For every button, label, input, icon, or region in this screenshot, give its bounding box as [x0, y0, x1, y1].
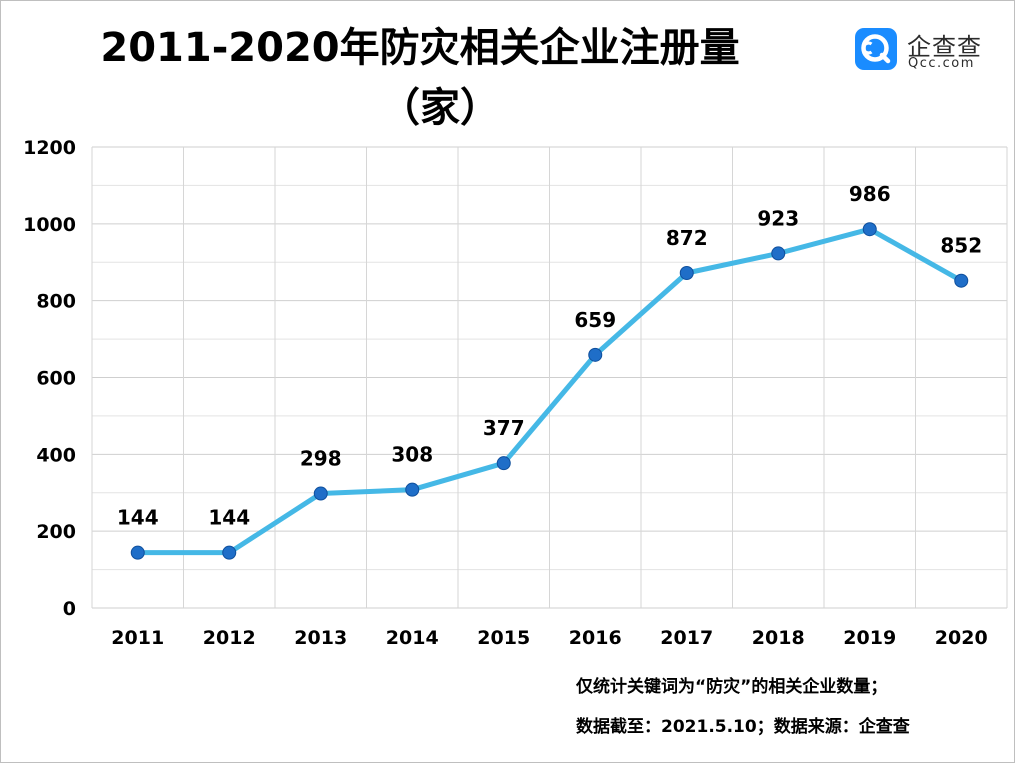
data-point: [954, 273, 969, 288]
data-label: 852: [940, 234, 982, 258]
data-point: [588, 347, 603, 362]
footnote-scope: 仅统计关键词为“防灾”的相关企业数量；: [576, 677, 888, 697]
footnote-source: 数据截至：2021.5.10；数据来源：企查查: [576, 717, 910, 737]
x-tick-label: 2014: [386, 627, 439, 649]
qcc-logo: 企查查 Qcc.com: [855, 28, 1015, 72]
logo-name-en: Qcc.com: [908, 56, 975, 71]
data-point: [496, 456, 511, 471]
data-point: [862, 222, 877, 237]
data-point: [130, 545, 145, 560]
qcc-logo-icon: [855, 28, 897, 70]
data-point: [679, 266, 694, 281]
data-point: [313, 486, 328, 501]
x-tick-label: 2011: [111, 627, 164, 649]
x-tick-label: 2016: [569, 627, 622, 649]
y-tick-label: 400: [36, 444, 76, 466]
x-tick-label: 2019: [843, 627, 896, 649]
y-tick-label: 800: [36, 291, 76, 313]
y-tick-label: 600: [36, 368, 76, 390]
data-label: 659: [574, 308, 616, 332]
x-tick-label: 2015: [477, 627, 530, 649]
data-label: 986: [849, 182, 891, 206]
data-label: 872: [666, 226, 708, 250]
series-line: [135, 226, 964, 556]
data-label: 144: [117, 506, 159, 530]
x-tick-label: 2013: [294, 627, 347, 649]
data-point: [405, 482, 420, 497]
y-tick-label: 0: [63, 598, 76, 620]
data-label: 298: [300, 447, 342, 471]
data-point: [771, 246, 786, 261]
chart-title-unit: （家）: [380, 85, 500, 131]
data-label: 144: [208, 506, 250, 530]
data-label: 308: [391, 443, 433, 467]
chart-title: 2011-2020年防灾相关企业注册量: [100, 25, 740, 71]
x-tick-label: 2020: [935, 627, 988, 649]
logo-name-cn: 企查查: [907, 33, 982, 61]
data-label: 923: [757, 206, 799, 230]
y-tick-label: 1200: [23, 137, 76, 159]
x-tick-label: 2018: [752, 627, 805, 649]
y-tick-label: 200: [36, 521, 76, 543]
x-tick-label: 2012: [203, 627, 256, 649]
data-label: 377: [483, 416, 525, 440]
y-tick-label: 1000: [23, 214, 76, 236]
data-point: [222, 545, 237, 560]
x-tick-label: 2017: [660, 627, 713, 649]
